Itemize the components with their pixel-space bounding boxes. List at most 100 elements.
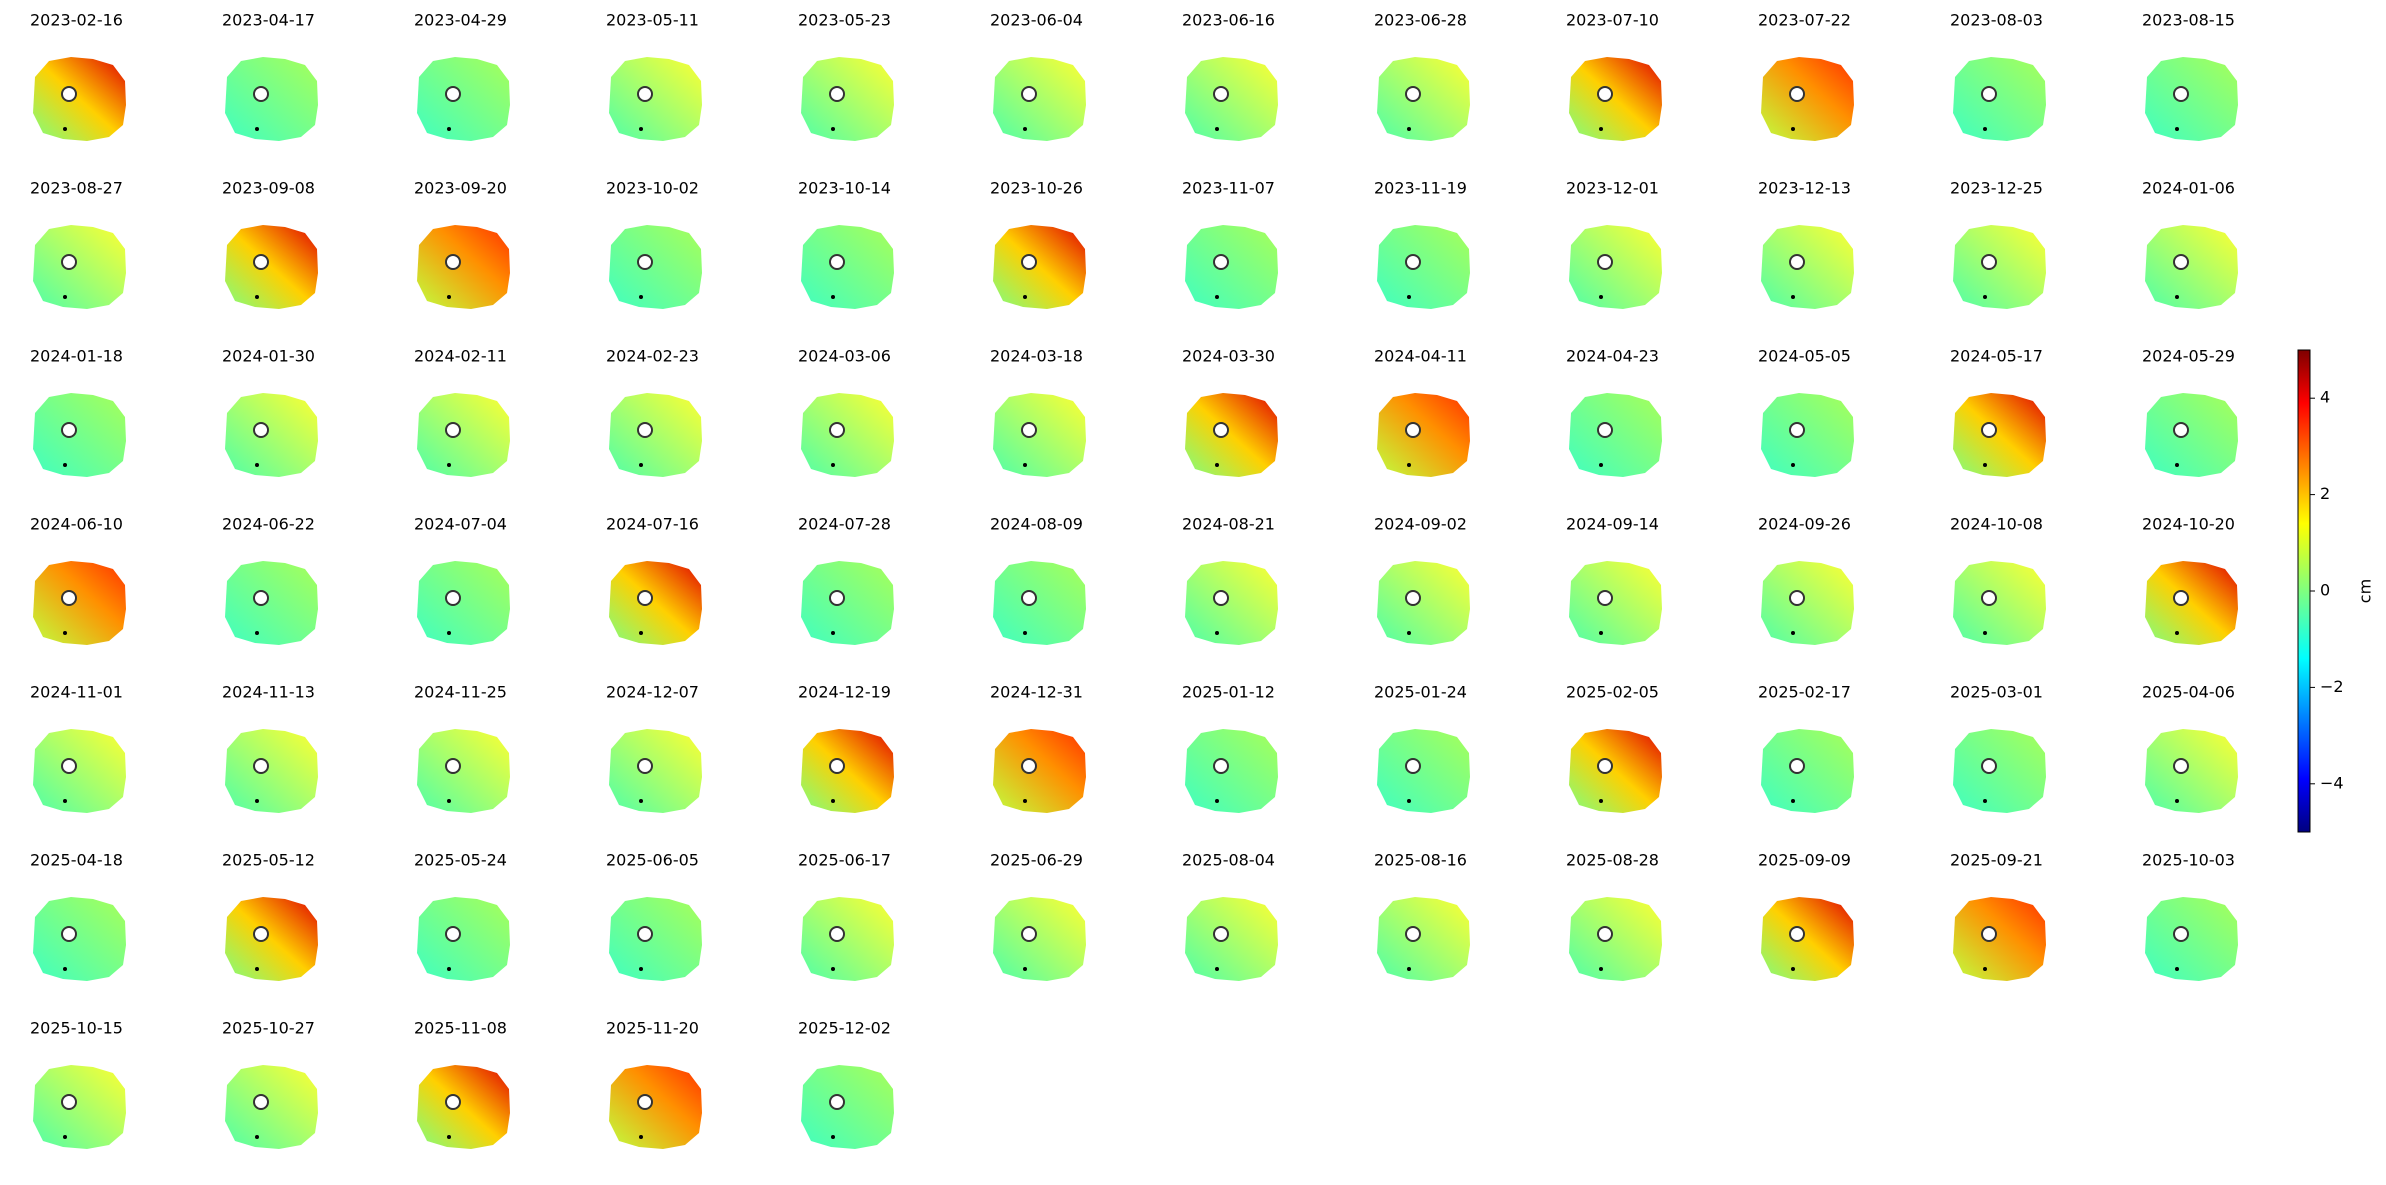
station-dot bbox=[2175, 799, 2179, 803]
crater bbox=[1597, 758, 1613, 774]
deformation-map bbox=[801, 1065, 894, 1149]
panel-title: 2023-08-15 bbox=[2142, 11, 2235, 30]
insar-panel bbox=[225, 897, 318, 981]
insar-panel bbox=[1377, 897, 1470, 981]
crater bbox=[1213, 590, 1229, 606]
panel-title: 2023-11-07 bbox=[1182, 179, 1275, 198]
insar-panel bbox=[1185, 729, 1278, 813]
panel-grid: 2023-02-16 2023-04-17 2023-04-29 2023-05-11… bbox=[30, 11, 2238, 1149]
crater bbox=[1981, 86, 1997, 102]
deformation-map bbox=[609, 393, 702, 477]
deformation-map bbox=[1185, 897, 1278, 981]
panel-title: 2025-10-03 bbox=[2142, 851, 2235, 870]
insar-panel bbox=[225, 729, 318, 813]
panel-title: 2024-11-13 bbox=[222, 683, 315, 702]
insar-panel bbox=[33, 1065, 126, 1149]
crater bbox=[253, 422, 269, 438]
panel-title: 2025-11-20 bbox=[606, 1019, 699, 1038]
insar-panel bbox=[609, 225, 702, 309]
crater bbox=[1789, 422, 1805, 438]
insar-panel bbox=[1953, 561, 2046, 645]
crater bbox=[1597, 254, 1613, 270]
station-dot bbox=[1407, 463, 1411, 467]
station-dot bbox=[1023, 799, 1027, 803]
deformation-map bbox=[225, 729, 318, 813]
crater bbox=[2173, 422, 2189, 438]
panel-title: 2023-10-26 bbox=[990, 179, 1083, 198]
insar-panel bbox=[33, 897, 126, 981]
deformation-map bbox=[417, 57, 510, 141]
crater bbox=[637, 422, 653, 438]
station-dot bbox=[1215, 295, 1219, 299]
station-dot bbox=[1983, 631, 1987, 635]
insar-panel bbox=[33, 561, 126, 645]
panel-title: 2024-07-16 bbox=[606, 515, 699, 534]
station-dot bbox=[1215, 631, 1219, 635]
colorbar-label: cm bbox=[2356, 579, 2375, 603]
deformation-map bbox=[1377, 57, 1470, 141]
panel-title: 2025-09-21 bbox=[1950, 851, 2043, 870]
station-dot bbox=[1023, 967, 1027, 971]
insar-panel bbox=[801, 57, 894, 141]
panel-title: 2024-05-17 bbox=[1950, 347, 2043, 366]
panel-title: 2024-04-23 bbox=[1566, 347, 1659, 366]
station-dot bbox=[1599, 127, 1603, 131]
station-dot bbox=[1599, 799, 1603, 803]
station-dot bbox=[255, 799, 259, 803]
panel-title: 2024-09-14 bbox=[1566, 515, 1659, 534]
deformation-map bbox=[225, 897, 318, 981]
panel-title: 2025-06-05 bbox=[606, 851, 699, 870]
insar-panel bbox=[801, 225, 894, 309]
insar-panel bbox=[1185, 57, 1278, 141]
station-dot bbox=[831, 631, 835, 635]
station-dot bbox=[1215, 127, 1219, 131]
deformation-map bbox=[225, 57, 318, 141]
insar-panel bbox=[1377, 393, 1470, 477]
deformation-map bbox=[417, 729, 510, 813]
insar-panel bbox=[1569, 729, 1662, 813]
deformation-map bbox=[609, 897, 702, 981]
panel-title: 2025-04-06 bbox=[2142, 683, 2235, 702]
colorbar-tick-label: −2 bbox=[2320, 677, 2344, 696]
panel-title: 2025-12-02 bbox=[798, 1019, 891, 1038]
panel-title: 2023-10-02 bbox=[606, 179, 699, 198]
crater bbox=[1597, 926, 1613, 942]
crater bbox=[1021, 422, 1037, 438]
panel-title: 2025-08-16 bbox=[1374, 851, 1467, 870]
station-dot bbox=[639, 967, 643, 971]
crater bbox=[829, 926, 845, 942]
crater bbox=[61, 758, 77, 774]
deformation-map bbox=[225, 225, 318, 309]
panel-title: 2024-06-10 bbox=[30, 515, 123, 534]
station-dot bbox=[1023, 463, 1027, 467]
panel-title: 2025-08-04 bbox=[1182, 851, 1275, 870]
station-dot bbox=[639, 1135, 643, 1139]
deformation-map bbox=[1185, 561, 1278, 645]
crater bbox=[2173, 86, 2189, 102]
crater bbox=[637, 254, 653, 270]
station-dot bbox=[639, 295, 643, 299]
station-dot bbox=[63, 295, 67, 299]
panel-title: 2025-04-18 bbox=[30, 851, 123, 870]
panel-title: 2023-11-19 bbox=[1374, 179, 1467, 198]
insar-panel bbox=[801, 897, 894, 981]
insar-panel bbox=[1953, 729, 2046, 813]
deformation-map bbox=[1569, 393, 1662, 477]
deformation-map bbox=[1761, 57, 1854, 141]
crater bbox=[637, 758, 653, 774]
station-dot bbox=[255, 463, 259, 467]
insar-panel bbox=[1377, 561, 1470, 645]
crater bbox=[637, 926, 653, 942]
crater bbox=[1213, 254, 1229, 270]
deformation-map bbox=[225, 561, 318, 645]
deformation-map bbox=[417, 225, 510, 309]
station-dot bbox=[2175, 295, 2179, 299]
deformation-map bbox=[1953, 729, 2046, 813]
station-dot bbox=[255, 967, 259, 971]
station-dot bbox=[831, 1135, 835, 1139]
station-dot bbox=[2175, 463, 2179, 467]
crater bbox=[1405, 422, 1421, 438]
deformation-map bbox=[993, 729, 1086, 813]
station-dot bbox=[1215, 967, 1219, 971]
panel-title: 2025-02-17 bbox=[1758, 683, 1851, 702]
